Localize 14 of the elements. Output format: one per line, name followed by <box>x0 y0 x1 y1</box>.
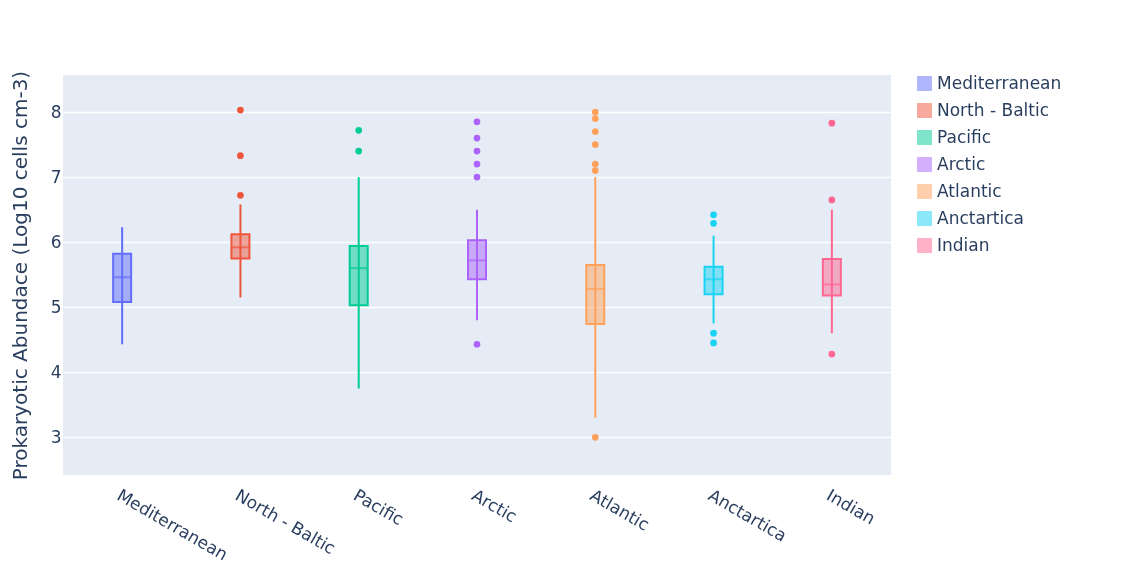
legend-label: Pacific <box>937 126 992 147</box>
y-tick-label: 3 <box>50 426 62 447</box>
y-tick-label: 6 <box>50 231 62 252</box>
y-tick-label: 5 <box>50 296 62 317</box>
y-tick-label: 7 <box>50 166 62 187</box>
legend-label: Atlantic <box>937 180 1002 201</box>
legend-label: Indian <box>937 234 990 255</box>
y-axis-title: Prokaryotic Abundace (Log10 cells cm-3) <box>7 70 32 481</box>
legend-label: Anctartica <box>937 207 1024 228</box>
legend-label: North - Baltic <box>937 99 1050 120</box>
y-tick-label: 4 <box>50 361 62 382</box>
y-tick-label: 8 <box>50 101 62 122</box>
legend-label: Arctic <box>937 153 986 174</box>
legend-label: Mediterranean <box>937 72 1062 93</box>
